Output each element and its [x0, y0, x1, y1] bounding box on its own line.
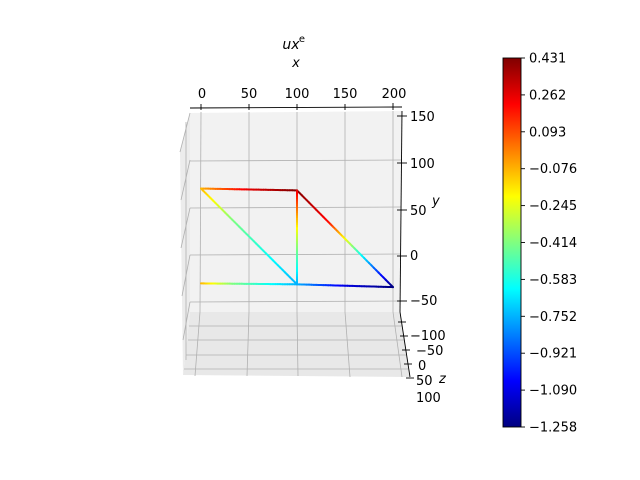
side-pane [180, 113, 190, 375]
grid-floor [184, 311, 408, 378]
x-tick-label: 50 [241, 87, 258, 102]
floor-pane [183, 312, 410, 377]
colorbar-ticks: 0.431 0.262 0.093 −0.076 −0.245 −0.414 −0.583 −… [521, 52, 577, 436]
z-tick-label: 50 [416, 374, 433, 389]
colorbar-tick-label: −1.090 [529, 384, 577, 399]
colorbar-tick-label: −0.414 [529, 236, 577, 251]
z-axis-label: z [438, 372, 447, 387]
chart-title: ux [282, 37, 300, 53]
x-axis-line [189, 106, 403, 109]
z-tick-label: 100 [416, 391, 441, 406]
colorbar [502, 57, 522, 428]
colorbar-tick-label: −0.076 [529, 162, 577, 177]
x-axis-label: x [291, 56, 300, 71]
x-tick-label: 100 [285, 87, 310, 102]
colorbar-tick-label: −0.245 [529, 199, 577, 214]
z-ticks [398, 321, 414, 379]
colorbar-tick-label: −1.258 [529, 421, 577, 436]
grid-side [179, 112, 191, 360]
z-tick-label: −100 [410, 329, 446, 344]
colorbar-tick-label: −0.752 [529, 310, 577, 325]
z-axis-line [399, 311, 411, 378]
x-tick-label: 150 [333, 87, 358, 102]
colorbar-tick-label: 0.262 [529, 88, 566, 103]
x-ticks [200, 103, 394, 110]
colorbar-tick-label: −0.921 [529, 347, 577, 362]
y-tick-label: 150 [410, 110, 435, 125]
y-tick-label: −50 [410, 294, 437, 309]
colorbar-tick-label: −0.583 [529, 273, 577, 288]
y-tick-label: 50 [410, 204, 427, 219]
x-tick-label: 200 [382, 87, 407, 102]
colorbar-tick-label: 0.431 [529, 52, 566, 67]
chart-title-superscript: e [299, 34, 305, 45]
y-tick-label: 100 [410, 157, 435, 172]
x-tick-label: 0 [198, 87, 206, 102]
y-ticks [397, 115, 407, 302]
series-lines [200, 187, 394, 289]
y-tick-label: 0 [410, 249, 418, 264]
z-tick-label: 0 [418, 359, 426, 374]
y-axis-line [399, 110, 403, 313]
z-tick-label: −50 [416, 344, 443, 359]
colorbar-tick-label: 0.093 [529, 125, 566, 140]
y-axis-label: y [431, 194, 440, 209]
